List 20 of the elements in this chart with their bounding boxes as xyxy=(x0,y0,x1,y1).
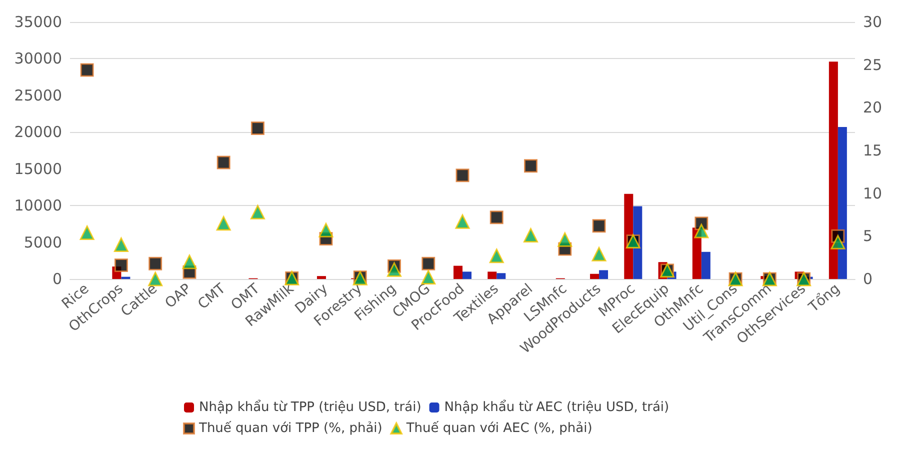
y-tick-label: 5000 xyxy=(24,233,62,252)
legend-label: Nhập khẩu từ TPP (triệu USD, trái) xyxy=(199,399,422,415)
y2-tick-label: 5 xyxy=(863,227,873,246)
y-tick-label: 0 xyxy=(52,270,62,288)
y-tick-label: 35000 xyxy=(14,13,62,31)
legend-label: Thuế quan với AEC (%, phải) xyxy=(405,421,592,436)
y2-tick-label: 25 xyxy=(863,56,882,74)
y-tick-label: 25000 xyxy=(14,86,62,104)
x-tick-label: OAP xyxy=(162,280,195,312)
y-tick-label: 15000 xyxy=(14,160,62,178)
y2-tick-label: 10 xyxy=(863,184,882,202)
y2-tick-label: 0 xyxy=(863,270,873,288)
y2-tick-label: 15 xyxy=(863,142,882,160)
y2-tick-label: 20 xyxy=(863,98,882,117)
legend-label: Thuế quan với TPP (%, phải) xyxy=(198,421,382,436)
legend-label: Nhập khẩu từ AEC (triệu USD, trái) xyxy=(444,399,670,415)
y-tick-label: 20000 xyxy=(14,123,62,142)
y-tick-label: 10000 xyxy=(14,196,62,215)
y2-tick-label: 30 xyxy=(863,13,882,31)
y-tick-label: 30000 xyxy=(14,50,62,68)
